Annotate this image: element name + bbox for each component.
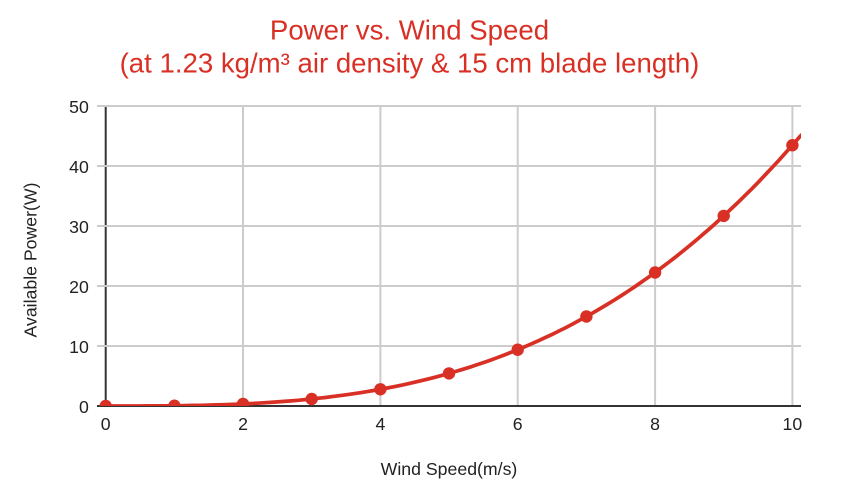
svg-text:10: 10 — [69, 337, 89, 357]
svg-text:6: 6 — [513, 414, 523, 434]
svg-text:40: 40 — [69, 157, 89, 177]
svg-text:Wind Speed(m/s): Wind Speed(m/s) — [381, 459, 518, 479]
svg-text:10: 10 — [783, 414, 803, 434]
svg-text:50: 50 — [69, 97, 89, 117]
svg-text:2: 2 — [238, 414, 248, 434]
svg-text:0: 0 — [101, 414, 111, 434]
svg-text:4: 4 — [375, 414, 385, 434]
svg-text:8: 8 — [650, 414, 660, 434]
svg-text:20: 20 — [69, 277, 89, 297]
svg-text:(at 1.23 kg/m³ air density & 1: (at 1.23 kg/m³ air density & 15 cm blade… — [120, 48, 700, 79]
svg-text:30: 30 — [69, 217, 89, 237]
svg-text:Power vs. Wind Speed: Power vs. Wind Speed — [270, 15, 549, 46]
svg-text:0: 0 — [79, 397, 89, 417]
svg-text:Available Power(W): Available Power(W) — [21, 183, 41, 338]
